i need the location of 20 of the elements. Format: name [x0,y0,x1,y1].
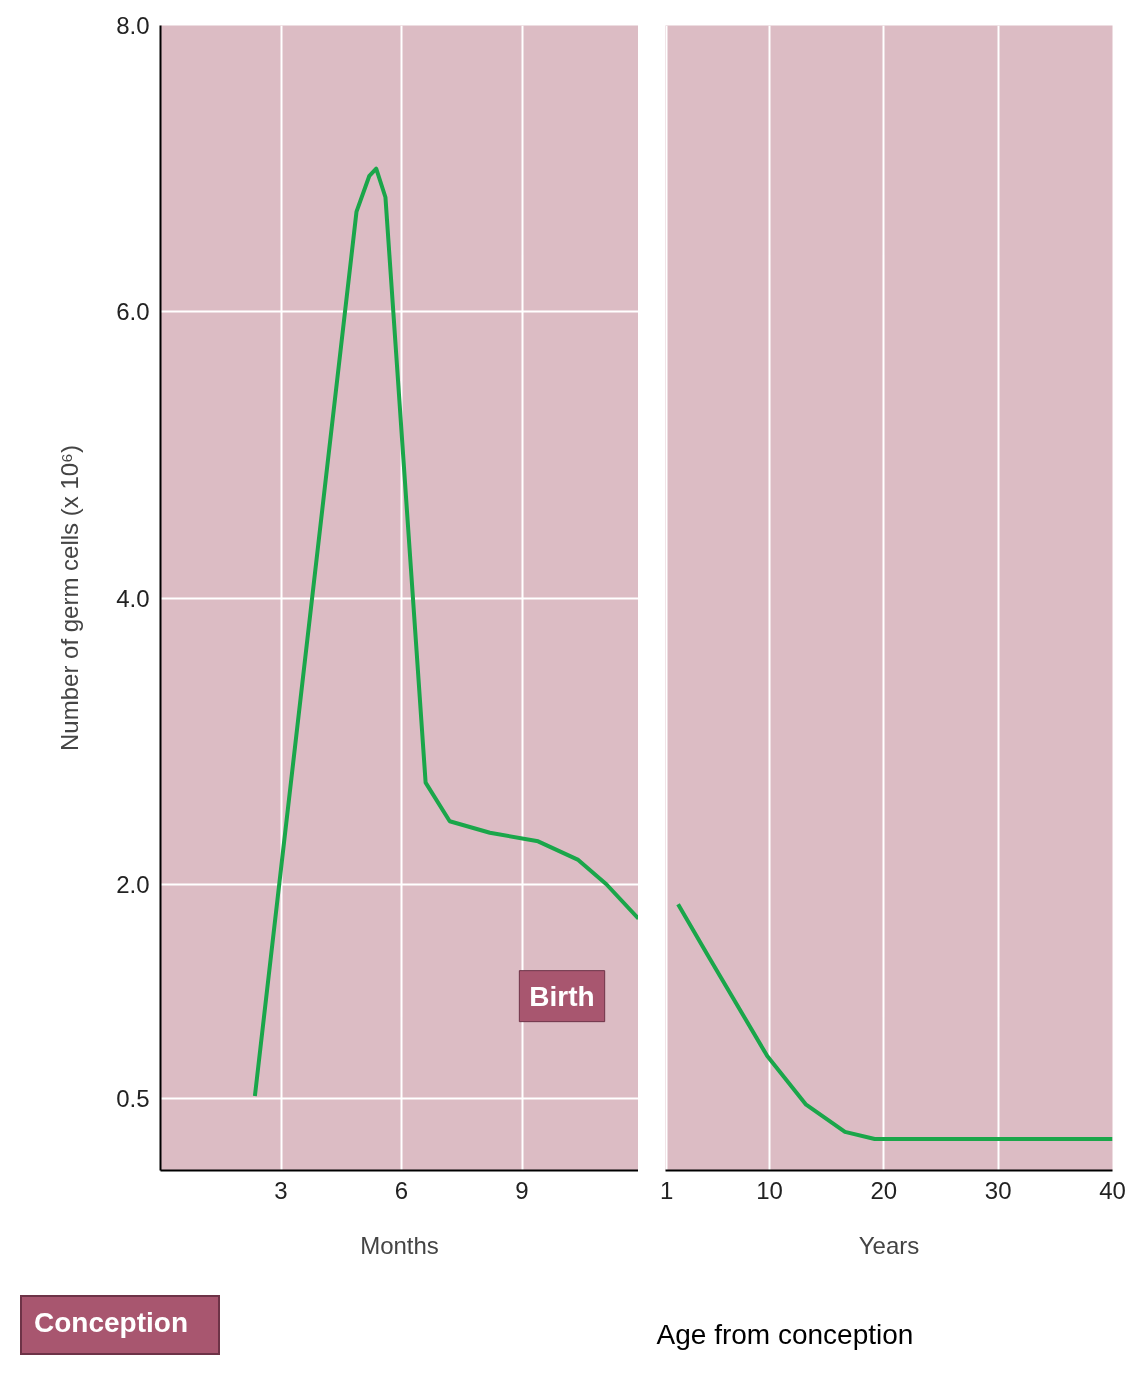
y-axis-title: Number of germ cells (x 10⁶) [56,445,84,751]
x-tick-label: 3 [274,1176,288,1204]
y-tick-label: 2.0 [116,870,150,898]
text: Age from conception [656,1318,914,1352]
text: Conception [34,1306,188,1340]
line-series [252,166,638,1099]
annotation: Birth [529,980,595,1012]
x-tick-label: 10 [756,1176,783,1204]
x-tick-label: 6 [394,1176,409,1204]
x-axis-title: Months [360,1231,439,1259]
x-tick-label: 30 [984,1176,1012,1204]
x-tick-label: 20 [870,1176,898,1204]
y-tick-label: 6.0 [116,298,150,326]
y-tick-label: 8.0 [116,12,150,39]
y-tick-label: 4.0 [116,584,150,612]
y-tick-label: 0.5 [116,1085,150,1113]
x-tick-label: 1 [659,1176,674,1204]
x-tick-label: 9 [515,1176,529,1204]
x-tick-label: 40 [1099,1176,1126,1204]
x-axis-title: Years [858,1231,920,1259]
